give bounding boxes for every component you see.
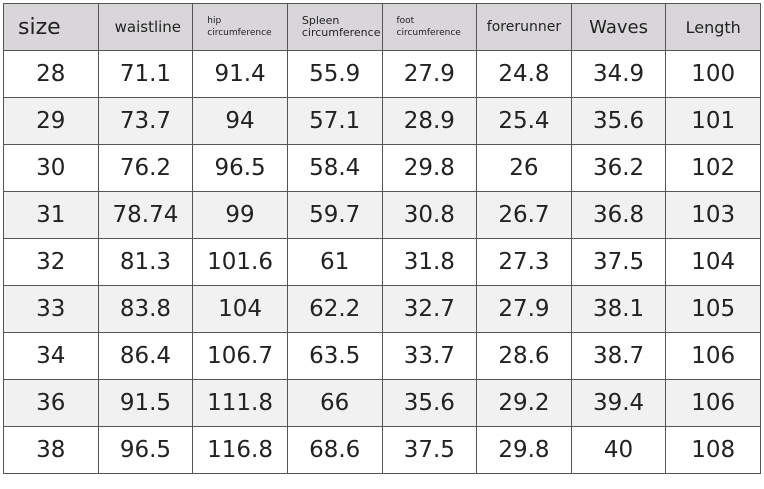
table-cell: 26 xyxy=(476,144,572,192)
table-cell: 38.1 xyxy=(570,285,667,333)
table-cell: 101.6 xyxy=(192,238,288,286)
table-cell: 106.7 xyxy=(192,332,288,380)
table-cell: 31 xyxy=(3,191,99,239)
table-cell: 91.5 xyxy=(97,379,194,427)
table-row: 36 91.5 111.8 66 35.6 29.2 39.4 106 xyxy=(3,379,761,427)
table-cell: 32 xyxy=(3,238,99,286)
table-cell: 101 xyxy=(665,97,761,145)
table-cell: 36 xyxy=(3,379,99,427)
table-cell: 81.3 xyxy=(97,238,194,286)
table-cell: 96.5 xyxy=(97,426,194,474)
table-cell: 91.4 xyxy=(192,50,288,98)
table-row: 29 73.7 94 57.1 28.9 25.4 35.6 101 xyxy=(3,97,761,145)
table-cell: 83.8 xyxy=(97,285,194,333)
table-cell: 104 xyxy=(192,285,288,333)
table-cell: 35.6 xyxy=(381,379,478,427)
header-cell: Waves xyxy=(570,3,667,51)
table-row: 33 83.8 104 62.2 32.7 27.9 38.1 105 xyxy=(3,285,761,333)
table-cell: 63.5 xyxy=(286,332,383,380)
table-cell: 24.8 xyxy=(476,50,572,98)
table-cell: 38 xyxy=(3,426,99,474)
table-cell: 27.3 xyxy=(476,238,572,286)
table-cell: 100 xyxy=(665,50,761,98)
table-cell: 29.8 xyxy=(381,144,478,192)
table-cell: 36.2 xyxy=(570,144,667,192)
table-cell: 25.4 xyxy=(476,97,572,145)
table-cell: 28 xyxy=(3,50,99,98)
table-cell: 104 xyxy=(665,238,761,286)
table-cell: 111.8 xyxy=(192,379,288,427)
table-cell: 31.8 xyxy=(381,238,478,286)
table-cell: 86.4 xyxy=(97,332,194,380)
table-cell: 105 xyxy=(665,285,761,333)
table-cell: 39.4 xyxy=(570,379,667,427)
table-cell: 59.7 xyxy=(286,191,383,239)
table-cell: 71.1 xyxy=(97,50,194,98)
table-row: 38 96.5 116.8 68.6 37.5 29.8 40 108 xyxy=(3,426,761,474)
table-row: 31 78.74 99 59.7 30.8 26.7 36.8 103 xyxy=(3,191,761,239)
table-cell: 33 xyxy=(3,285,99,333)
table-cell: 34.9 xyxy=(570,50,667,98)
table-row: 32 81.3 101.6 61 31.8 27.3 37.5 104 xyxy=(3,238,761,286)
table-cell: 108 xyxy=(665,426,761,474)
table-cell: 55.9 xyxy=(286,50,383,98)
table-cell: 94 xyxy=(192,97,288,145)
table-header: size waistline hip circumference Spleen cir… xyxy=(3,3,761,51)
table-cell: 30 xyxy=(3,144,99,192)
table-row: 28 71.1 91.4 55.9 27.9 24.8 34.9 100 xyxy=(3,50,761,98)
table-cell: 62.2 xyxy=(286,285,383,333)
table-cell: 38.7 xyxy=(570,332,667,380)
table-cell: 68.6 xyxy=(286,426,383,474)
header-cell: forerunner xyxy=(476,3,572,51)
table-cell: 29 xyxy=(3,97,99,145)
table-cell: 66 xyxy=(286,379,383,427)
table-cell: 106 xyxy=(665,332,761,380)
table-cell: 30.8 xyxy=(381,191,478,239)
table-cell: 58.4 xyxy=(286,144,383,192)
table-cell: 40 xyxy=(570,426,667,474)
header-row: size waistline hip circumference Spleen cir… xyxy=(3,3,761,51)
table-cell: 76.2 xyxy=(97,144,194,192)
table-cell: 116.8 xyxy=(192,426,288,474)
header-cell: size xyxy=(3,3,99,51)
table-cell: 34 xyxy=(3,332,99,380)
table-cell: 36.8 xyxy=(570,191,667,239)
table-cell: 37.5 xyxy=(570,238,667,286)
table-cell: 29.2 xyxy=(476,379,572,427)
header-cell: Length xyxy=(665,3,761,51)
header-cell: hip circumference xyxy=(192,3,288,51)
table-cell: 26.7 xyxy=(476,191,572,239)
header-cell: waistline xyxy=(97,3,194,51)
table-cell: 28.6 xyxy=(476,332,572,380)
table-cell: 37.5 xyxy=(381,426,478,474)
table-cell: 35.6 xyxy=(570,97,667,145)
size-table: size waistline hip circumference Spleen cir… xyxy=(3,3,761,474)
table-row: 34 86.4 106.7 63.5 33.7 28.6 38.7 106 xyxy=(3,332,761,380)
header-cell: foot circumference xyxy=(381,3,478,51)
header-cell: Spleen circumference xyxy=(286,3,383,51)
table-cell: 103 xyxy=(665,191,761,239)
table-cell: 57.1 xyxy=(286,97,383,145)
table-cell: 99 xyxy=(192,191,288,239)
table-cell: 78.74 xyxy=(97,191,194,239)
table-cell: 96.5 xyxy=(192,144,288,192)
table-cell: 29.8 xyxy=(476,426,572,474)
table-cell: 28.9 xyxy=(381,97,478,145)
table-cell: 61 xyxy=(286,238,383,286)
table-cell: 106 xyxy=(665,379,761,427)
table-cell: 73.7 xyxy=(97,97,194,145)
table-cell: 32.7 xyxy=(381,285,478,333)
table-cell: 33.7 xyxy=(381,332,478,380)
table-body: 28 71.1 91.4 55.9 27.9 24.8 34.9 100 29 73.7 94 57.… xyxy=(3,50,761,474)
table-cell: 27.9 xyxy=(476,285,572,333)
table-cell: 102 xyxy=(665,144,761,192)
table-cell: 27.9 xyxy=(381,50,478,98)
table-row: 30 76.2 96.5 58.4 29.8 26 36.2 102 xyxy=(3,144,761,192)
